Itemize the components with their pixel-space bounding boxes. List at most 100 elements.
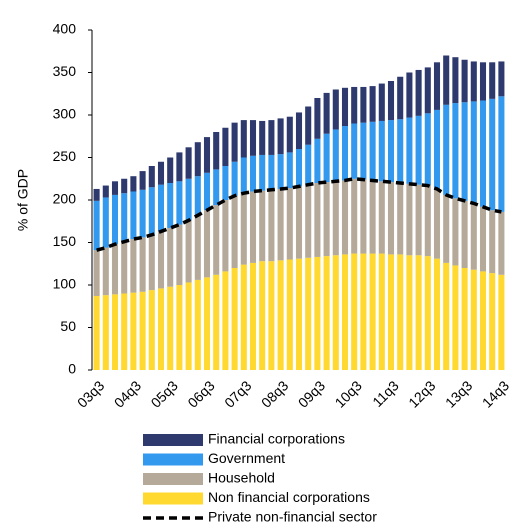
bar-segment (397, 183, 404, 255)
bar-segment (231, 161, 238, 196)
bar-segment (194, 279, 201, 370)
bar-segment (295, 112, 303, 149)
bar-segment (286, 188, 293, 260)
bar-segment (222, 127, 229, 166)
bar-segment (130, 176, 137, 192)
bar-segment (443, 262, 450, 370)
bar-segment (332, 181, 339, 256)
legend-label: Non financial corporations (208, 489, 370, 505)
bar-segment (415, 69, 422, 116)
x-tick-label: 04q3 (111, 377, 144, 410)
bar-segment (470, 61, 477, 102)
bar-segment (240, 193, 247, 265)
bar-segment (332, 255, 339, 370)
bar-segment (139, 171, 146, 190)
bar-segment (259, 154, 266, 191)
bar-segment (369, 180, 376, 254)
bar-segment (176, 224, 183, 285)
bar-segment (93, 188, 100, 201)
bar-segment (203, 172, 211, 211)
bar-segment (268, 261, 275, 370)
y-tick-label: 400 (53, 21, 77, 37)
bar-segment (360, 179, 367, 254)
legend-swatch (143, 434, 203, 446)
bar-segment (305, 257, 312, 370)
bar-segment (259, 120, 266, 155)
bar-segment (397, 76, 404, 120)
bar-segment (406, 255, 413, 370)
bar-segment (185, 282, 192, 370)
bar-segment (387, 254, 395, 370)
bar-segment (93, 296, 100, 370)
bar-segment (222, 271, 229, 370)
bar-segment (259, 190, 266, 262)
bar-segment (341, 126, 349, 181)
bar-segment (479, 271, 487, 370)
bar-segment (424, 185, 431, 257)
y-tick-label: 150 (53, 233, 77, 249)
bar-segment (139, 291, 146, 370)
bar-segment (102, 247, 109, 296)
bar-segment (314, 98, 321, 139)
bar-segment (157, 161, 165, 185)
bar-segment (286, 259, 293, 370)
bar-segment (185, 178, 192, 221)
bar-segment (341, 254, 349, 370)
bar-segment (452, 265, 459, 370)
bar-segment (203, 277, 211, 370)
bar-segment (415, 184, 422, 256)
bar-segment (341, 87, 349, 127)
bar-segment (470, 101, 477, 204)
bar-segment (148, 187, 155, 235)
bar-segment (240, 120, 247, 158)
bar-segment (397, 254, 404, 370)
bar-segment (443, 194, 450, 263)
bar-segment (176, 181, 183, 225)
bar-segment (111, 294, 119, 370)
bar-segment (470, 269, 477, 370)
x-tick-label: 10q3 (332, 377, 365, 410)
bar-segment (231, 122, 238, 162)
bar-segment (314, 138, 321, 183)
bar-segment (378, 120, 385, 182)
bar-segment (102, 185, 109, 198)
bar-segment (461, 268, 468, 370)
bar-segment (461, 102, 468, 201)
bar-segment (157, 288, 165, 370)
bar-segment (470, 203, 477, 270)
bar-segment (360, 253, 367, 370)
y-tick-label: 0 (68, 361, 76, 377)
bar-segment (249, 155, 257, 192)
bar-segment (268, 154, 275, 190)
bar-segment (323, 256, 330, 370)
x-tick-label: 09q3 (295, 377, 328, 410)
x-tick-label: 06q3 (184, 377, 217, 410)
x-tick-label: 07q3 (221, 377, 254, 410)
y-tick-label: 250 (53, 148, 77, 164)
bar-segment (351, 86, 358, 124)
bar-segment (167, 183, 174, 229)
bar-segment (305, 144, 312, 185)
bar-segment (130, 239, 137, 293)
bar-segment (498, 96, 505, 212)
legend-swatch (143, 453, 203, 466)
bar-segment (424, 256, 431, 370)
y-tick-label: 50 (60, 318, 76, 334)
bar-segment (176, 152, 183, 182)
bar-segment (406, 117, 413, 184)
bar-segment (498, 61, 505, 97)
x-tick-label: 08q3 (258, 377, 291, 410)
bar-segment (452, 198, 459, 266)
bar-segment (148, 234, 155, 291)
bar-segment (259, 261, 266, 370)
bar-segment (489, 273, 496, 370)
bar-segment (369, 86, 376, 122)
bar-segment (369, 121, 376, 181)
bar-segment (194, 176, 201, 216)
bar-segment (231, 268, 238, 370)
bar-segment (231, 195, 238, 268)
y-axis-label: % of GDP (15, 169, 31, 231)
bar-segment (341, 180, 349, 255)
bar-segment (213, 274, 220, 370)
